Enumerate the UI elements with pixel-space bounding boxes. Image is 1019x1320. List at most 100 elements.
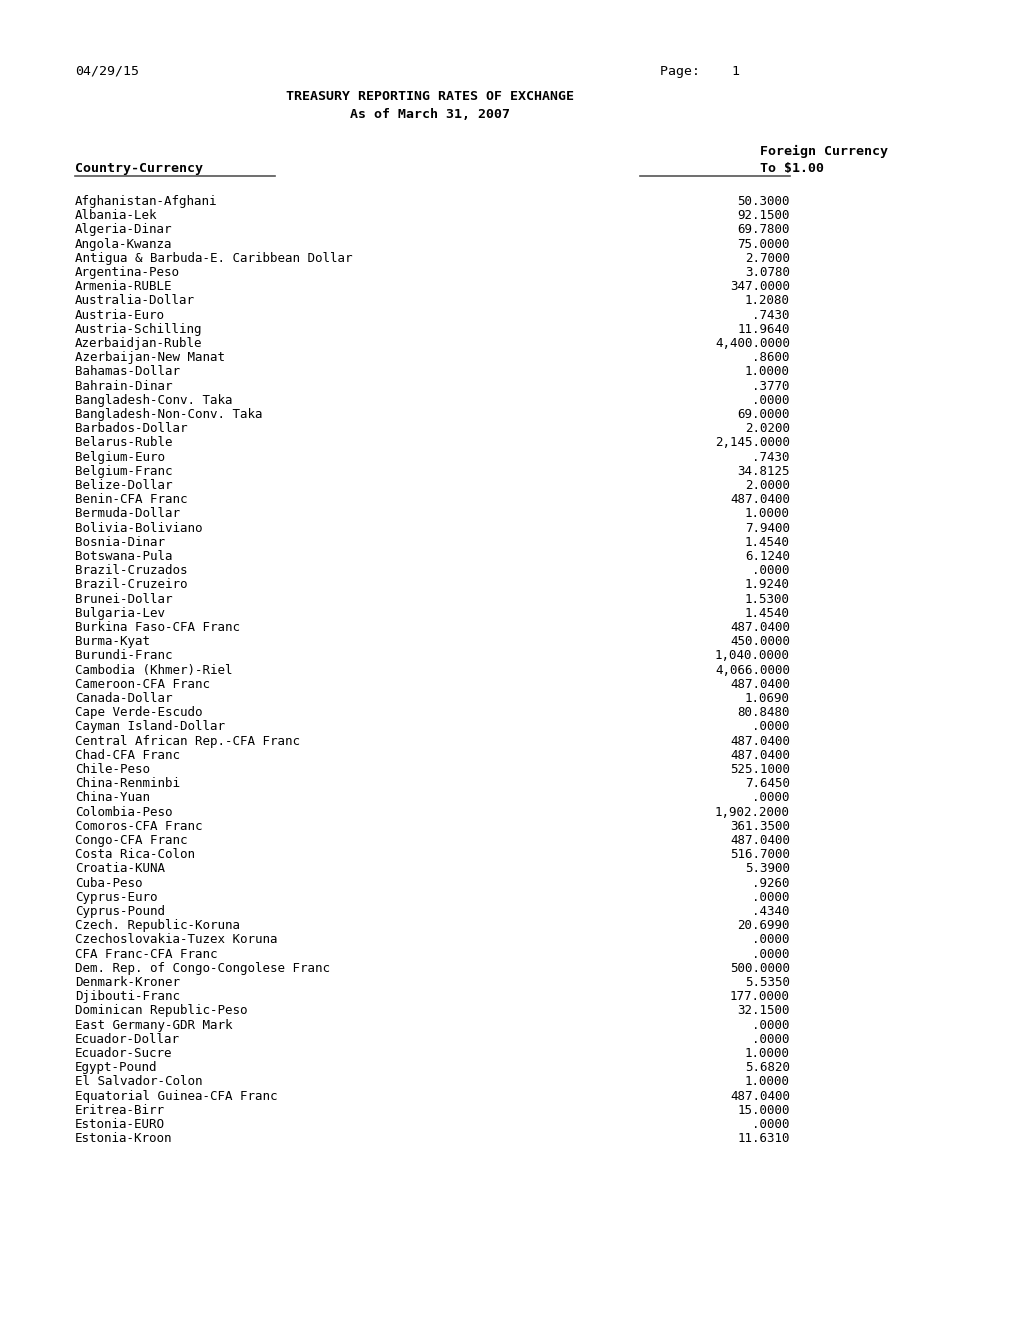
Text: Page:    1: Page: 1 xyxy=(659,65,739,78)
Text: 7.9400: 7.9400 xyxy=(744,521,790,535)
Text: 11.9640: 11.9640 xyxy=(737,323,790,335)
Text: 1.0000: 1.0000 xyxy=(744,366,790,379)
Text: 1.0000: 1.0000 xyxy=(744,1047,790,1060)
Text: Costa Rica-Colon: Costa Rica-Colon xyxy=(75,849,195,861)
Text: Czechoslovakia-Tuzex Koruna: Czechoslovakia-Tuzex Koruna xyxy=(75,933,277,946)
Text: .0000: .0000 xyxy=(752,1118,790,1131)
Text: To $1.00: To $1.00 xyxy=(759,162,823,176)
Text: .0000: .0000 xyxy=(752,393,790,407)
Text: .0000: .0000 xyxy=(752,933,790,946)
Text: 500.0000: 500.0000 xyxy=(730,962,790,974)
Text: CFA Franc-CFA Franc: CFA Franc-CFA Franc xyxy=(75,948,217,961)
Text: 92.1500: 92.1500 xyxy=(737,209,790,222)
Text: Eritrea-Birr: Eritrea-Birr xyxy=(75,1104,165,1117)
Text: 361.3500: 361.3500 xyxy=(730,820,790,833)
Text: China-Renminbi: China-Renminbi xyxy=(75,777,179,791)
Text: Azerbaijan-New Manat: Azerbaijan-New Manat xyxy=(75,351,225,364)
Text: .0000: .0000 xyxy=(752,721,790,734)
Text: Cyprus-Euro: Cyprus-Euro xyxy=(75,891,157,904)
Text: Djibouti-Franc: Djibouti-Franc xyxy=(75,990,179,1003)
Text: Chad-CFA Franc: Chad-CFA Franc xyxy=(75,748,179,762)
Text: Bahrain-Dinar: Bahrain-Dinar xyxy=(75,380,172,392)
Text: 1,902.2000: 1,902.2000 xyxy=(714,805,790,818)
Text: 1.4540: 1.4540 xyxy=(744,607,790,620)
Text: East Germany-GDR Mark: East Germany-GDR Mark xyxy=(75,1019,232,1032)
Text: Cuba-Peso: Cuba-Peso xyxy=(75,876,143,890)
Text: Ecuador-Dollar: Ecuador-Dollar xyxy=(75,1032,179,1045)
Text: 3.0780: 3.0780 xyxy=(744,267,790,279)
Text: .0000: .0000 xyxy=(752,1019,790,1032)
Text: 347.0000: 347.0000 xyxy=(730,280,790,293)
Text: Burma-Kyat: Burma-Kyat xyxy=(75,635,150,648)
Text: 2.0200: 2.0200 xyxy=(744,422,790,436)
Text: .8600: .8600 xyxy=(752,351,790,364)
Text: Austria-Euro: Austria-Euro xyxy=(75,309,165,322)
Text: Estonia-Kroon: Estonia-Kroon xyxy=(75,1133,172,1146)
Text: 5.3900: 5.3900 xyxy=(744,862,790,875)
Text: 32.1500: 32.1500 xyxy=(737,1005,790,1018)
Text: .0000: .0000 xyxy=(752,792,790,804)
Text: 4,066.0000: 4,066.0000 xyxy=(714,664,790,677)
Text: Brunei-Dollar: Brunei-Dollar xyxy=(75,593,172,606)
Text: 11.6310: 11.6310 xyxy=(737,1133,790,1146)
Text: Burkina Faso-CFA Franc: Burkina Faso-CFA Franc xyxy=(75,620,239,634)
Text: Ecuador-Sucre: Ecuador-Sucre xyxy=(75,1047,172,1060)
Text: China-Yuan: China-Yuan xyxy=(75,792,150,804)
Text: 7.6450: 7.6450 xyxy=(744,777,790,791)
Text: Australia-Dollar: Australia-Dollar xyxy=(75,294,195,308)
Text: 487.0400: 487.0400 xyxy=(730,735,790,747)
Text: Barbados-Dollar: Barbados-Dollar xyxy=(75,422,187,436)
Text: 487.0400: 487.0400 xyxy=(730,620,790,634)
Text: Cyprus-Pound: Cyprus-Pound xyxy=(75,906,165,917)
Text: Bulgaria-Lev: Bulgaria-Lev xyxy=(75,607,165,620)
Text: 525.1000: 525.1000 xyxy=(730,763,790,776)
Text: .0000: .0000 xyxy=(752,1032,790,1045)
Text: 487.0400: 487.0400 xyxy=(730,494,790,506)
Text: 1.0000: 1.0000 xyxy=(744,507,790,520)
Text: Austria-Schilling: Austria-Schilling xyxy=(75,323,203,335)
Text: Canada-Dollar: Canada-Dollar xyxy=(75,692,172,705)
Text: Czech. Republic-Koruna: Czech. Republic-Koruna xyxy=(75,919,239,932)
Text: 04/29/15: 04/29/15 xyxy=(75,65,139,78)
Text: Burundi-Franc: Burundi-Franc xyxy=(75,649,172,663)
Text: Brazil-Cruzeiro: Brazil-Cruzeiro xyxy=(75,578,187,591)
Text: Bangladesh-Conv. Taka: Bangladesh-Conv. Taka xyxy=(75,393,232,407)
Text: Bermuda-Dollar: Bermuda-Dollar xyxy=(75,507,179,520)
Text: 1.2080: 1.2080 xyxy=(744,294,790,308)
Text: Cape Verde-Escudo: Cape Verde-Escudo xyxy=(75,706,203,719)
Text: Egypt-Pound: Egypt-Pound xyxy=(75,1061,157,1074)
Text: Comoros-CFA Franc: Comoros-CFA Franc xyxy=(75,820,203,833)
Text: Cayman Island-Dollar: Cayman Island-Dollar xyxy=(75,721,225,734)
Text: Country-Currency: Country-Currency xyxy=(75,162,203,176)
Text: Angola-Kwanza: Angola-Kwanza xyxy=(75,238,172,251)
Text: Botswana-Pula: Botswana-Pula xyxy=(75,550,172,564)
Text: Estonia-EURO: Estonia-EURO xyxy=(75,1118,165,1131)
Text: Croatia-KUNA: Croatia-KUNA xyxy=(75,862,165,875)
Text: 15.0000: 15.0000 xyxy=(737,1104,790,1117)
Text: 80.8480: 80.8480 xyxy=(737,706,790,719)
Text: 2.7000: 2.7000 xyxy=(744,252,790,265)
Text: Cambodia (Khmer)-Riel: Cambodia (Khmer)-Riel xyxy=(75,664,232,677)
Text: 487.0400: 487.0400 xyxy=(730,677,790,690)
Text: Afghanistan-Afghani: Afghanistan-Afghani xyxy=(75,195,217,209)
Text: 5.6820: 5.6820 xyxy=(744,1061,790,1074)
Text: Belarus-Ruble: Belarus-Ruble xyxy=(75,437,172,449)
Text: Bahamas-Dollar: Bahamas-Dollar xyxy=(75,366,179,379)
Text: 2,145.0000: 2,145.0000 xyxy=(714,437,790,449)
Text: 450.0000: 450.0000 xyxy=(730,635,790,648)
Text: 69.7800: 69.7800 xyxy=(737,223,790,236)
Text: Armenia-RUBLE: Armenia-RUBLE xyxy=(75,280,172,293)
Text: Dominican Republic-Peso: Dominican Republic-Peso xyxy=(75,1005,248,1018)
Text: Belize-Dollar: Belize-Dollar xyxy=(75,479,172,492)
Text: As of March 31, 2007: As of March 31, 2007 xyxy=(350,108,510,121)
Text: 487.0400: 487.0400 xyxy=(730,1089,790,1102)
Text: Dem. Rep. of Congo-Congolese Franc: Dem. Rep. of Congo-Congolese Franc xyxy=(75,962,330,974)
Text: 4,400.0000: 4,400.0000 xyxy=(714,337,790,350)
Text: Cameroon-CFA Franc: Cameroon-CFA Franc xyxy=(75,677,210,690)
Text: 1.5300: 1.5300 xyxy=(744,593,790,606)
Text: 1.9240: 1.9240 xyxy=(744,578,790,591)
Text: Chile-Peso: Chile-Peso xyxy=(75,763,150,776)
Text: 1.0000: 1.0000 xyxy=(744,1076,790,1089)
Text: .3770: .3770 xyxy=(752,380,790,392)
Text: Congo-CFA Franc: Congo-CFA Franc xyxy=(75,834,187,847)
